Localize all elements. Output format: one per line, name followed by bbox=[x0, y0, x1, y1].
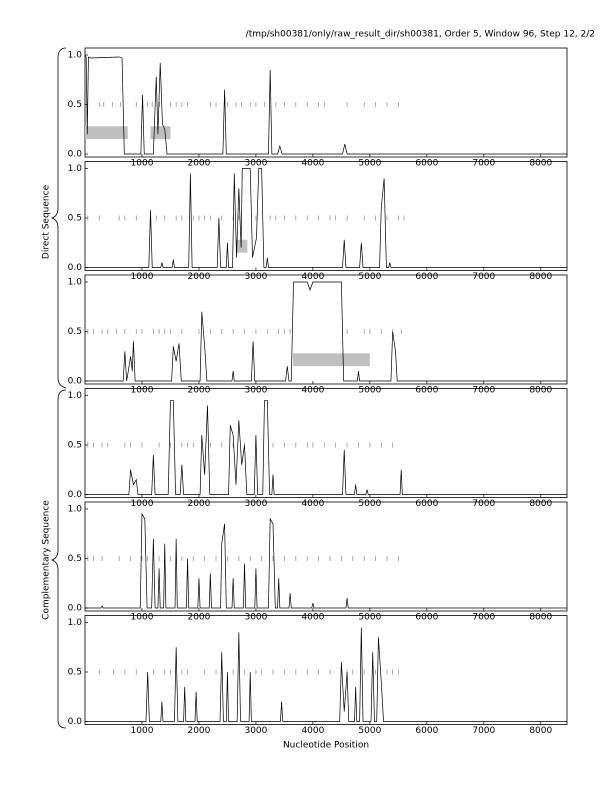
y-tick-label: 0.5 bbox=[68, 554, 82, 564]
x-tick-label: 6000 bbox=[415, 386, 438, 396]
x-tick-label: 1000 bbox=[131, 272, 154, 282]
x-tick-label: 6000 bbox=[415, 159, 438, 169]
orf-region bbox=[235, 239, 248, 253]
y-tick-label: 0.0 bbox=[68, 717, 83, 727]
panel-frame bbox=[84, 161, 568, 271]
x-tick-label: 7000 bbox=[472, 726, 495, 736]
y-tick-label: 0.5 bbox=[68, 441, 82, 451]
signal-line bbox=[85, 627, 567, 722]
y-tick-label: 0.0 bbox=[68, 604, 83, 614]
x-tick-label: 6000 bbox=[415, 613, 438, 623]
x-tick-label: 7000 bbox=[472, 499, 495, 509]
x-tick-label: 6000 bbox=[415, 272, 438, 282]
x-tick-label: 7000 bbox=[472, 159, 495, 169]
x-tick-label: 1000 bbox=[131, 386, 154, 396]
y-tick-label: 1.0 bbox=[68, 505, 83, 515]
y-tick-label: 0.5 bbox=[68, 668, 82, 678]
x-tick-label: 4000 bbox=[301, 726, 324, 736]
orf-region bbox=[85, 126, 128, 140]
y-axis-label: Complementary Sequence bbox=[42, 500, 52, 620]
x-tick-label: 3000 bbox=[244, 386, 267, 396]
x-tick-label: 7000 bbox=[472, 613, 495, 623]
y-tick-label: 1.0 bbox=[68, 278, 83, 288]
orf-region bbox=[292, 353, 370, 367]
y-tick-label: 1.0 bbox=[68, 164, 83, 174]
x-tick-label: 2000 bbox=[187, 386, 210, 396]
panel-frame bbox=[84, 47, 568, 158]
x-tick-label: 5000 bbox=[358, 386, 381, 396]
x-tick-label: 1000 bbox=[131, 499, 154, 509]
x-tick-label: 8000 bbox=[529, 499, 552, 509]
y-tick-label: 0.5 bbox=[68, 100, 82, 110]
x-tick-label: 4000 bbox=[301, 613, 324, 623]
panel-frame bbox=[84, 274, 568, 385]
x-tick-label: 8000 bbox=[529, 613, 552, 623]
x-tick-label: 5000 bbox=[358, 272, 381, 282]
x-tick-label: 3000 bbox=[244, 726, 267, 736]
orf-region bbox=[150, 126, 171, 140]
x-tick-label: 5000 bbox=[358, 726, 381, 736]
x-tick-label: 3000 bbox=[244, 613, 267, 623]
x-tick-label: 5000 bbox=[358, 499, 381, 509]
x-tick-label: 8000 bbox=[529, 159, 552, 169]
brace bbox=[50, 389, 67, 729]
x-tick-label: 2000 bbox=[187, 613, 210, 623]
signal-line bbox=[85, 400, 567, 495]
x-tick-label: 4000 bbox=[301, 159, 324, 169]
x-tick-label: 2000 bbox=[187, 726, 210, 736]
x-tick-label: 4000 bbox=[301, 272, 324, 282]
signal-line bbox=[85, 512, 567, 609]
chart-title: /tmp/sh00381/only/raw_result_dir/sh00381… bbox=[246, 30, 595, 40]
y-tick-label: 0.5 bbox=[68, 214, 82, 224]
x-tick-label: 5000 bbox=[358, 159, 381, 169]
x-tick-label: 2000 bbox=[187, 159, 210, 169]
x-tick-label: 3000 bbox=[244, 272, 267, 282]
signal-line bbox=[85, 281, 567, 382]
y-tick-label: 0.0 bbox=[68, 150, 83, 160]
y-tick-label: 1.0 bbox=[68, 51, 83, 61]
y-tick-label: 1.0 bbox=[68, 391, 83, 401]
x-tick-label: 6000 bbox=[415, 726, 438, 736]
y-tick-label: 0.0 bbox=[68, 490, 83, 500]
x-tick-label: 5000 bbox=[358, 613, 381, 623]
y-tick-label: 0.5 bbox=[68, 327, 82, 337]
y-tick-label: 0.0 bbox=[68, 263, 83, 273]
x-tick-label: 1000 bbox=[131, 613, 154, 623]
y-tick-label: 0.0 bbox=[68, 377, 83, 387]
x-tick-label: 3000 bbox=[244, 159, 267, 169]
signal-line bbox=[84, 54, 567, 155]
x-tick-label: 4000 bbox=[301, 499, 324, 509]
panel-frame bbox=[84, 615, 568, 725]
x-tick-label: 6000 bbox=[415, 499, 438, 509]
x-tick-label: 1000 bbox=[131, 159, 154, 169]
x-tick-label: 4000 bbox=[301, 386, 324, 396]
x-tick-label: 7000 bbox=[472, 386, 495, 396]
y-tick-label: 1.0 bbox=[68, 618, 83, 628]
brace bbox=[50, 47, 67, 389]
x-tick-label: 8000 bbox=[529, 272, 552, 282]
x-tick-label: 3000 bbox=[244, 499, 267, 509]
signal-line bbox=[85, 168, 567, 268]
x-axis-label: Nucleotide Position bbox=[283, 741, 369, 751]
y-axis-label: Direct Sequence bbox=[42, 184, 52, 259]
x-tick-label: 1000 bbox=[131, 726, 154, 736]
x-tick-label: 2000 bbox=[187, 272, 210, 282]
x-tick-label: 8000 bbox=[529, 386, 552, 396]
panel-frame bbox=[84, 388, 568, 498]
x-tick-label: 2000 bbox=[187, 499, 210, 509]
panel-frame bbox=[84, 501, 568, 612]
x-tick-label: 7000 bbox=[472, 272, 495, 282]
x-tick-label: 8000 bbox=[529, 726, 552, 736]
